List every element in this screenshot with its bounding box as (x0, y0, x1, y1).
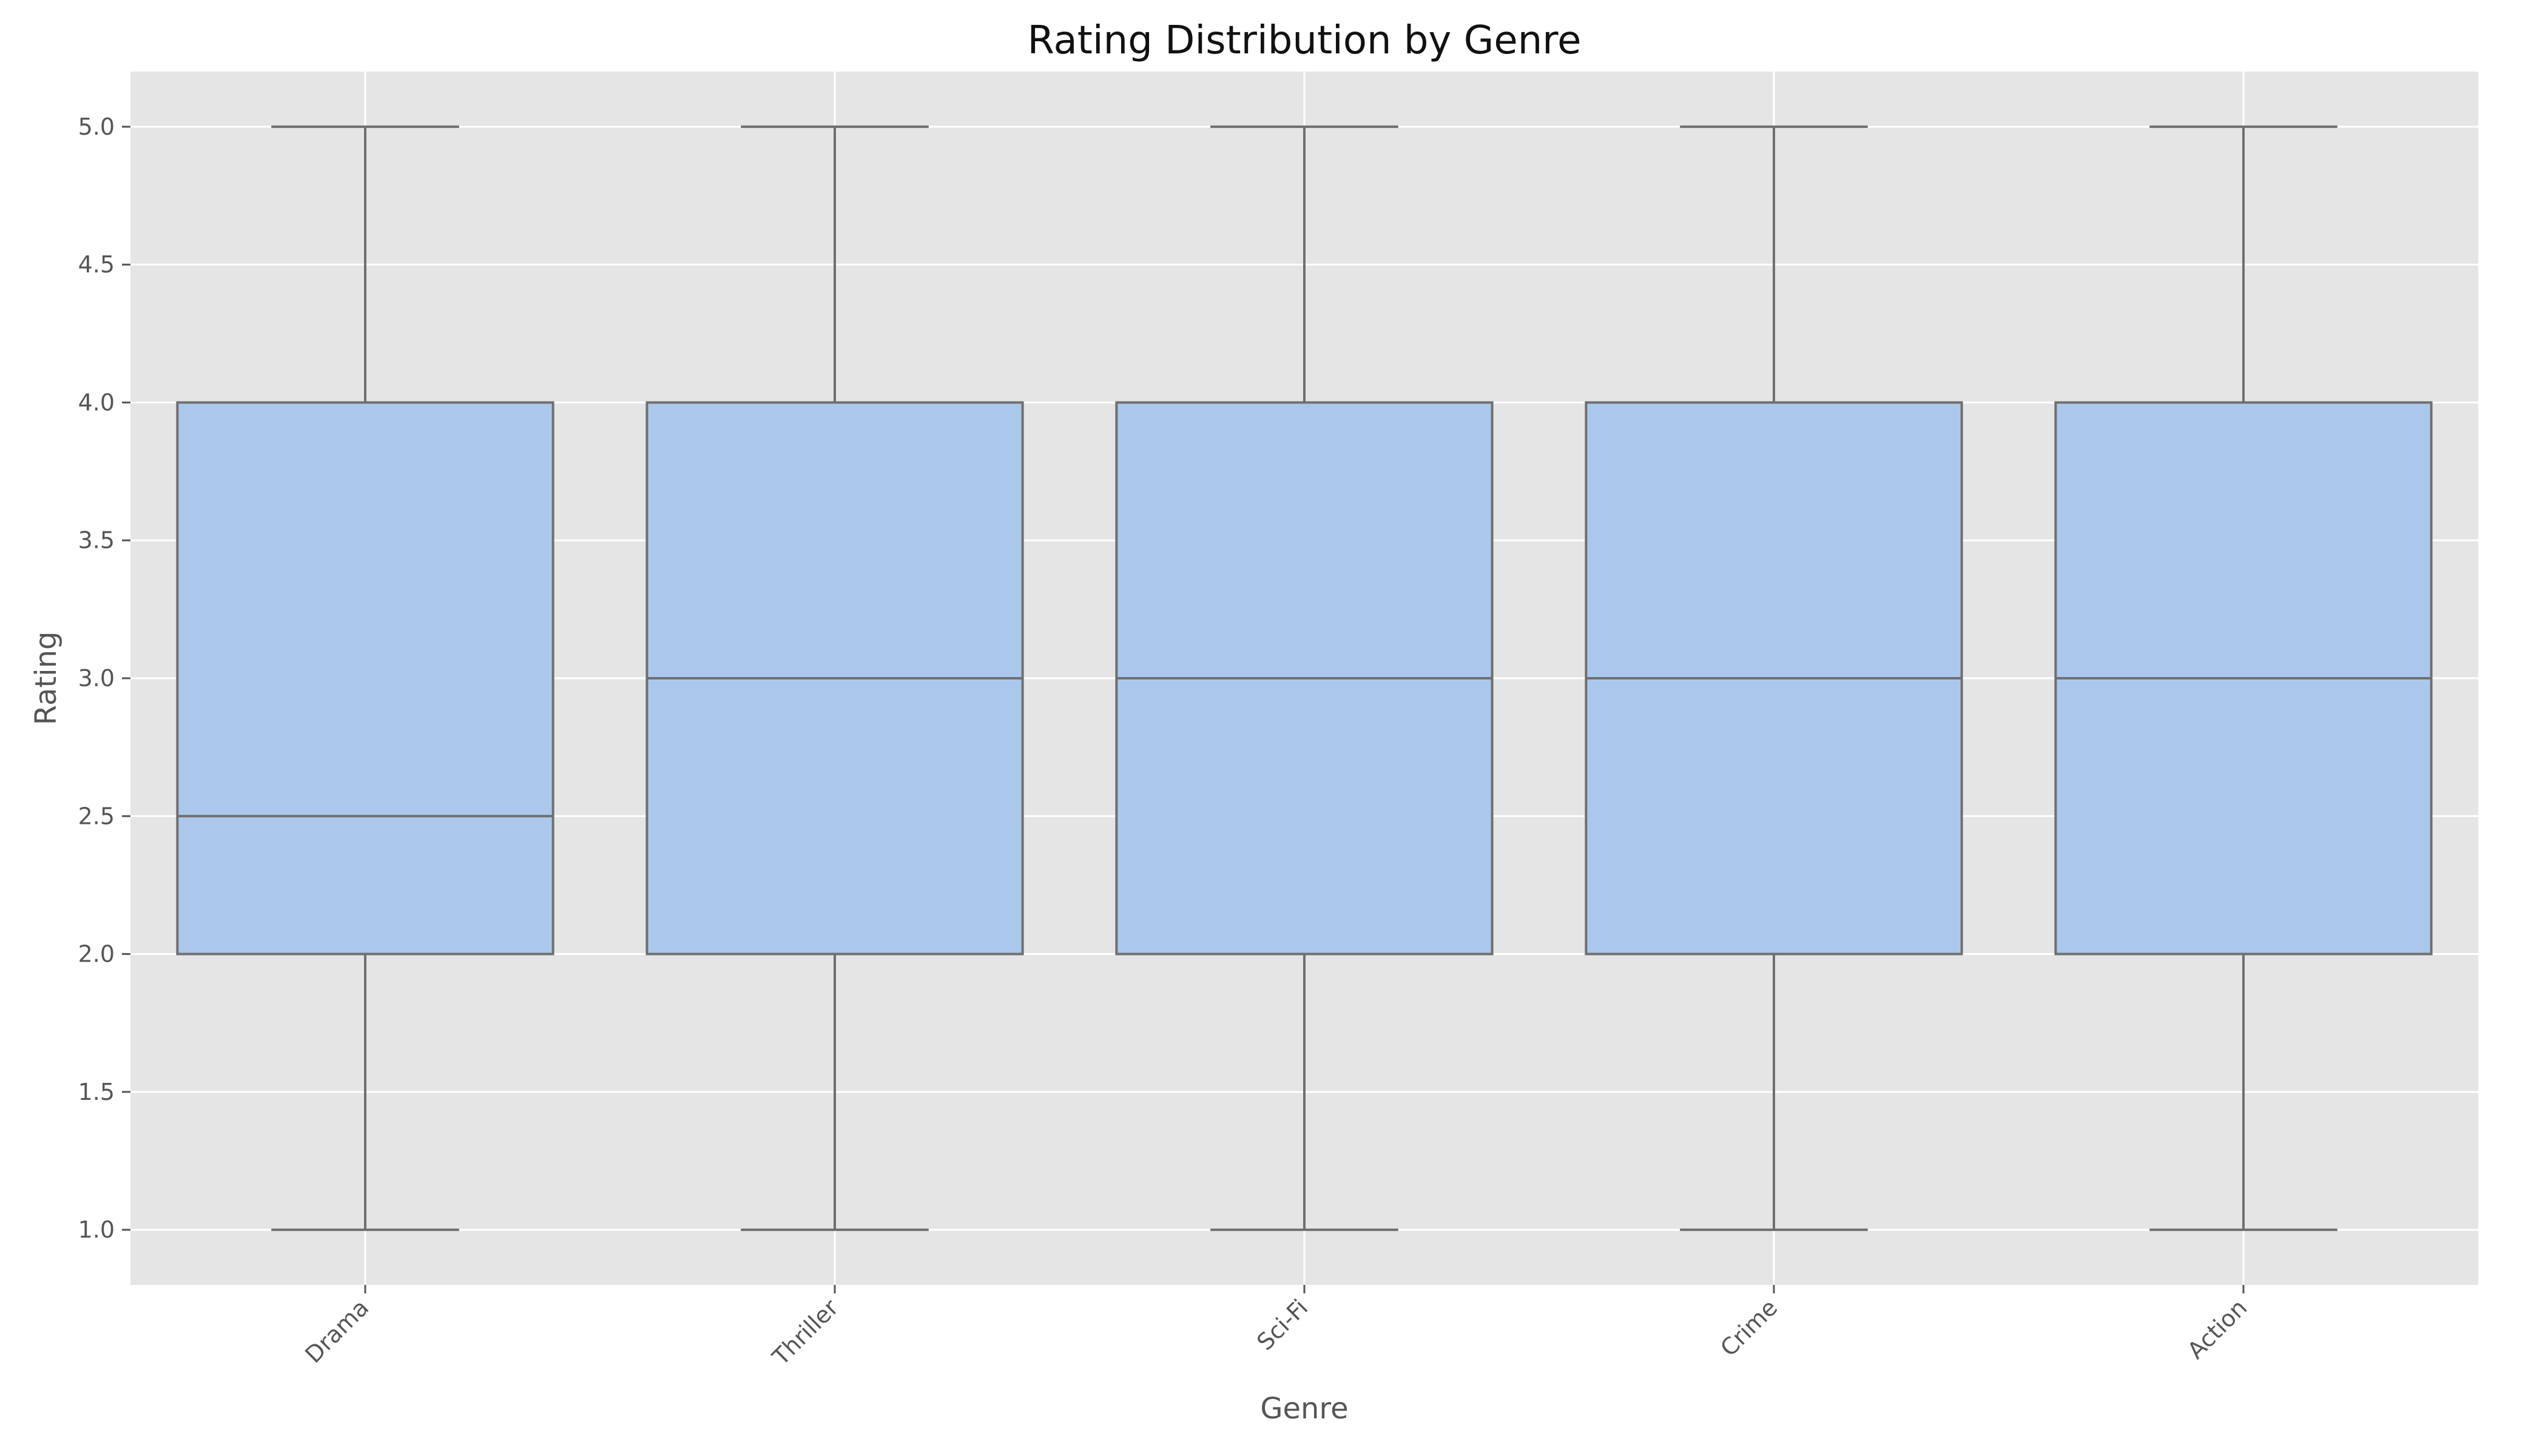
box-action (2054, 125, 2433, 1232)
y-tick-label: 2.0 (78, 941, 115, 968)
box-crime (1585, 125, 1963, 1232)
box-series (176, 125, 2433, 1232)
y-tick-label: 2.5 (78, 803, 115, 829)
x-axis-label: Genre (1260, 1392, 1348, 1426)
x-tick-label: Crime (1715, 1294, 1782, 1361)
x-tick-label: Drama (300, 1294, 374, 1368)
iqr-box (176, 401, 554, 956)
y-axis-ticks: 1.0 1.5 2.0 2.5 3.0 3.5 4.0 4.5 5.0 (78, 113, 130, 1243)
chart-title: Rating Distribution by Genre (1027, 18, 1581, 63)
y-tick-label: 4.5 (78, 251, 115, 278)
box-drama (176, 125, 554, 1232)
y-tick-label: 1.0 (78, 1216, 115, 1243)
x-tick-label: Sci-Fi (1252, 1294, 1313, 1355)
y-tick-label: 5.0 (78, 113, 115, 140)
x-tick-label: Action (2182, 1294, 2252, 1364)
y-tick-label: 4.0 (78, 389, 115, 416)
box-thriller (645, 125, 1024, 1232)
x-tick-label: Thriller (767, 1294, 844, 1371)
x-axis-ticks: Drama Thriller Sci-Fi Crime Action (300, 1285, 2252, 1371)
y-tick-label: 3.5 (78, 527, 115, 554)
y-axis-label: Rating (29, 632, 63, 726)
y-tick-label: 1.5 (78, 1079, 115, 1105)
box-sci-fi (1115, 125, 1494, 1232)
y-tick-label: 3.0 (78, 665, 115, 692)
